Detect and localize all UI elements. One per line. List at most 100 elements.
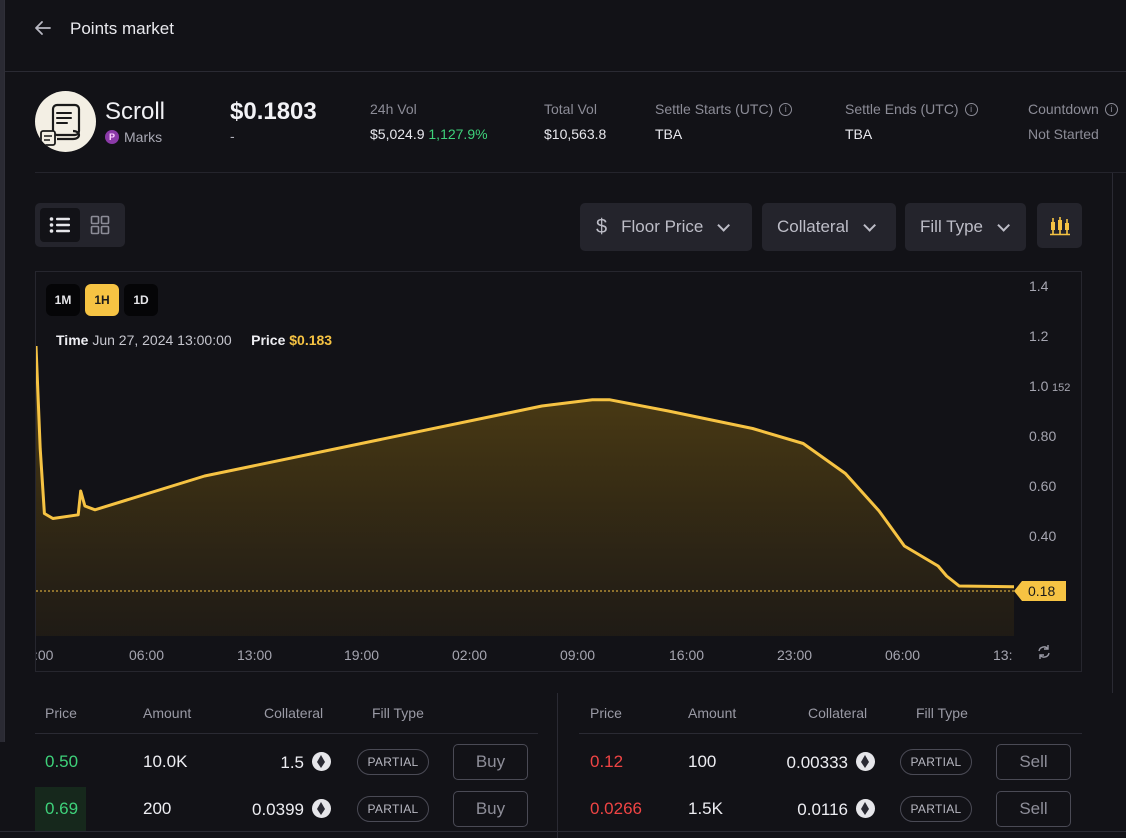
y-tick-label: 0.60 [1029, 478, 1056, 494]
floor-price-label: Floor Price [621, 217, 704, 236]
collateral-label: Collateral [777, 217, 849, 236]
buy-header-fill-type: Fill Type [372, 705, 424, 721]
x-tick-label: 13:00 [237, 647, 272, 663]
stat-countdown: Countdown i Not Started [1028, 101, 1118, 142]
back-arrow-icon[interactable] [33, 18, 53, 38]
timeframe-1d-button[interactable]: 1D [124, 284, 158, 316]
sell-price: 0.12 [590, 752, 624, 771]
buy-header-amount: Amount [143, 705, 192, 721]
buy-header-collateral: Collateral [264, 705, 324, 721]
fill-type-badge: PARTIAL [900, 796, 972, 822]
sell-collateral: 0.00333 [787, 752, 875, 773]
x-tick-label: 19:00 [344, 647, 379, 663]
timeframe-1m-button[interactable]: 1M [46, 284, 80, 316]
info-icon[interactable]: i [779, 102, 793, 116]
buy-collateral: 0.0399 [252, 799, 331, 820]
eth-icon [312, 752, 331, 771]
current-price-label: 0.18 [1028, 583, 1055, 599]
chevron-down-icon [863, 218, 876, 232]
sell-amount: 1.5K [688, 799, 723, 818]
collateral-value: 0.00333 [786, 753, 848, 772]
sell-header-fill-type: Fill Type [916, 705, 968, 721]
stat-value: TBA [655, 126, 683, 142]
eth-icon [856, 752, 875, 771]
collateral-value: 1.5 [280, 753, 304, 772]
buy-button[interactable]: Buy [453, 744, 528, 780]
stat-settle-ends: Settle Ends (UTC) i TBA [845, 101, 978, 142]
sell-header-collateral: Collateral [808, 705, 868, 721]
points-label: Marks [124, 129, 163, 145]
divider [35, 733, 538, 734]
tooltip-time-value: Jun 27, 2024 13:00:00 [92, 332, 232, 348]
x-tick-label: 13: [993, 647, 1012, 663]
y-tick-label: 1.2 [1029, 328, 1049, 344]
list-view-button[interactable] [40, 208, 80, 242]
x-tick-label: 16:00 [669, 647, 704, 663]
stat-label: Settle Starts (UTC) i [655, 101, 793, 117]
chevron-down-icon [717, 218, 731, 232]
dollar-icon: $ [596, 215, 608, 238]
buy-price: 0.50 [45, 752, 79, 771]
stat-label: Countdown i [1028, 101, 1118, 117]
fill-type-badge: PARTIAL [357, 796, 429, 822]
candlestick-icon [1049, 216, 1070, 235]
token-info: Scroll P Marks $0.1803 - 24h Vol $5,024.… [35, 88, 1126, 173]
points-type: P Marks [105, 129, 162, 145]
timeframe-1h-button[interactable]: 1H [85, 284, 119, 316]
refresh-icon[interactable] [1038, 645, 1050, 659]
x-tick-label: 02:00 [452, 647, 487, 663]
left-rail [0, 0, 5, 742]
stat-value: TBA [845, 126, 873, 142]
x-tick-label: 09:00 [560, 647, 595, 663]
fill-type-dropdown[interactable]: Fill Type [905, 203, 1026, 251]
y-tick-label: 0.80 [1029, 428, 1056, 444]
divider [579, 733, 1082, 734]
sell-button[interactable]: Sell [996, 791, 1071, 827]
buy-amount: 200 [143, 799, 172, 818]
collateral-dropdown[interactable]: Collateral [762, 203, 896, 251]
token-price: $0.1803 [230, 98, 317, 125]
sell-amount: 100 [688, 752, 717, 771]
y-tick-overlay: 152 [1052, 382, 1070, 394]
x-tick-label: 23:00 [777, 647, 812, 663]
stat-settle-starts: Settle Starts (UTC) i TBA [655, 101, 793, 142]
floor-price-dropdown[interactable]: $ Floor Price [580, 203, 752, 251]
column-divider [557, 693, 558, 838]
sell-header-amount: Amount [688, 705, 737, 721]
tooltip-time-label: Time [56, 332, 89, 348]
candlestick-chart-button[interactable] [1037, 203, 1082, 248]
chart-tooltip: Time Jun 27, 2024 13:00:00 Price $0.183 [56, 332, 332, 348]
sell-collateral: 0.0116 [797, 799, 875, 820]
bottom-border [0, 831, 1126, 832]
price-area [36, 346, 1014, 636]
vol24h-change: 1,127.9% [428, 126, 488, 142]
buy-price: 0.69 [45, 799, 79, 818]
scroll-logo-icon [35, 91, 96, 152]
stat-label: 24h Vol [370, 101, 417, 117]
panel-divider [1112, 173, 1113, 693]
order-book: Price Amount Collateral Fill Type Price … [35, 690, 1082, 838]
points-badge-icon: P [105, 130, 119, 144]
grid-view-button[interactable] [80, 208, 120, 242]
buy-header-price: Price [45, 705, 77, 721]
list-icon [49, 217, 70, 233]
tooltip-price-label: Price [251, 332, 286, 348]
y-tick-label: 0.40 [1029, 528, 1056, 544]
stat-value: $5,024.9 1,127.9% [370, 126, 488, 142]
x-tick-label: :00 [36, 647, 54, 663]
buy-amount: 10.0K [143, 752, 188, 771]
price-line [36, 345, 1015, 589]
stat-label: Settle Ends (UTC) i [845, 101, 978, 117]
buy-button[interactable]: Buy [453, 791, 528, 827]
stat-total-vol: Total Vol $10,563.8 [544, 101, 606, 142]
price-chart: 1M 1H 1D Time Jun 27, 2024 13:00:00 Pric… [35, 271, 1082, 672]
sell-header-price: Price [590, 705, 622, 721]
x-tick-label: 06:00 [129, 647, 164, 663]
fill-type-label: Fill Type [920, 217, 983, 236]
sell-button[interactable]: Sell [996, 744, 1071, 780]
eth-icon [856, 799, 875, 818]
info-icon[interactable]: i [1104, 102, 1118, 116]
settle-starts-label: Settle Starts (UTC) [655, 101, 774, 117]
info-icon[interactable]: i [964, 102, 978, 116]
